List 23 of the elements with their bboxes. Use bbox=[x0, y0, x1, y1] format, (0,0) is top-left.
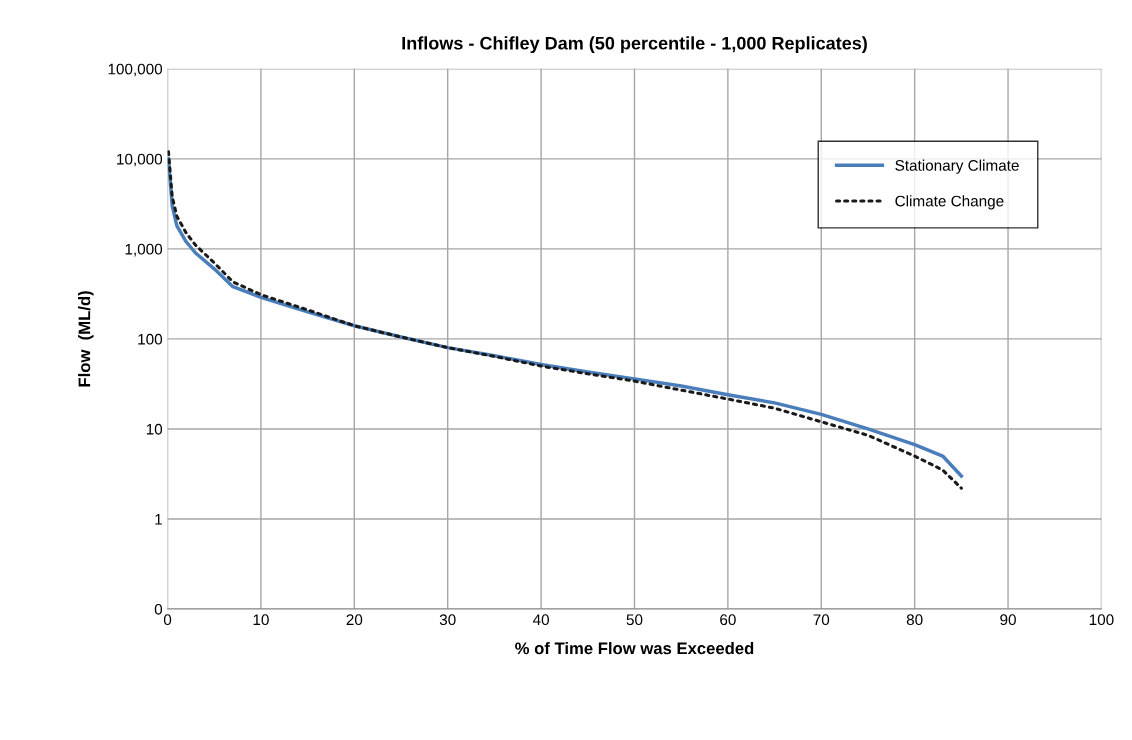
x-tick-label: 40 bbox=[532, 614, 549, 626]
y-axis-title: Flow (ML/d) bbox=[78, 291, 94, 387]
x-tick-label: 80 bbox=[906, 614, 923, 626]
x-tick-label: 50 bbox=[626, 614, 643, 626]
y-tick-label: 1 bbox=[155, 514, 162, 525]
y-tick-label: 100,000 bbox=[108, 63, 163, 77]
x-tick-label: 20 bbox=[346, 614, 363, 626]
y-tick-label: 100 bbox=[138, 333, 163, 345]
x-tick-label: 0 bbox=[163, 614, 172, 626]
y-tick-label: 1,000 bbox=[125, 243, 163, 257]
y-tick-label: 0 bbox=[154, 603, 163, 615]
x-tick-label: 100 bbox=[1089, 614, 1114, 626]
legend-label: Stationary Climate bbox=[895, 159, 1019, 174]
x-axis-title: % of Time Flow was Exceeded bbox=[515, 642, 754, 655]
x-tick-label: 90 bbox=[1000, 614, 1016, 626]
y-tick-label: 10,000 bbox=[117, 153, 163, 167]
x-tick-label: 10 bbox=[253, 614, 269, 626]
chart-title: Inflows - Chifley Dam (50 percentile - 1,000 Replicates) bbox=[402, 36, 867, 54]
x-tick-label: 60 bbox=[720, 614, 736, 626]
x-tick-label: 30 bbox=[439, 614, 456, 626]
legend-label: Climate Change bbox=[895, 195, 1004, 210]
x-tick-label: 70 bbox=[813, 614, 830, 626]
y-tick-label: 10 bbox=[146, 423, 163, 435]
